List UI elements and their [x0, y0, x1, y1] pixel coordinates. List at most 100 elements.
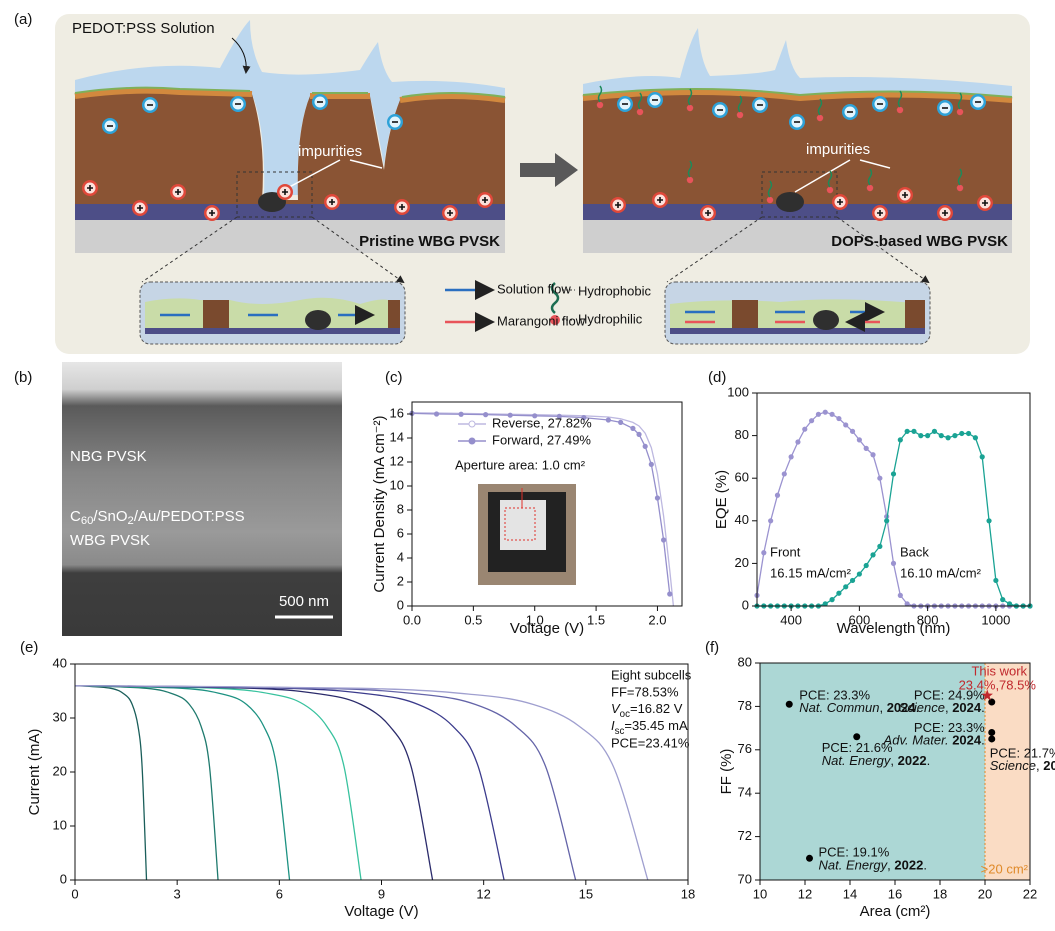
series-jsc: 16.15 mA/cm² [770, 565, 852, 580]
series-line [74, 684, 148, 881]
layer-label: NBG PVSK [70, 448, 147, 465]
point [815, 411, 822, 417]
zoom-line [141, 216, 403, 282]
icon-sign [837, 199, 843, 205]
point-reference: Science, 2022. [990, 758, 1055, 773]
panel-label: (a) [14, 11, 32, 28]
point [918, 433, 924, 439]
y-tick-label: 20 [53, 763, 67, 778]
cation-icon [442, 205, 458, 221]
point-reference-part: , [879, 701, 886, 716]
surfactant-tail [957, 92, 963, 110]
y-tick-label: 80 [738, 654, 752, 669]
icon-sign [942, 210, 948, 216]
panel-label: (f) [705, 639, 719, 656]
region-label: >20 cm² [981, 861, 1029, 876]
point [433, 411, 440, 417]
series-line [74, 684, 434, 881]
point [1000, 597, 1006, 603]
point [988, 735, 996, 743]
series-line [74, 684, 649, 881]
panel-a: (a) PEDOT:PSS Solution impurities impuritie… [14, 11, 1030, 354]
point [993, 577, 999, 584]
point-reference-part: 2022 [898, 753, 927, 768]
point [802, 426, 808, 432]
anion-icon [230, 96, 246, 112]
point [532, 413, 538, 419]
anion-icon [842, 104, 858, 120]
arrow [859, 159, 891, 169]
y-tick-label: 10 [390, 477, 404, 492]
arrow [794, 159, 851, 193]
x-tick-label: 16 [888, 886, 902, 901]
chart: (d) 400 600 800 1000 0 20 40 60 80 100 Wavelength (… [708, 369, 1033, 637]
icon-sign [137, 205, 143, 211]
anion-icon [142, 97, 158, 113]
y-tick-label: 40 [53, 655, 67, 670]
plot-area [74, 684, 649, 881]
point-reference-part: . [927, 753, 931, 768]
point [785, 700, 793, 708]
transition-arrow [520, 153, 578, 187]
cation-icon [897, 187, 913, 203]
annotation-part: I [611, 718, 615, 733]
layer-label-part: /SnO [93, 508, 127, 525]
series-line [74, 684, 219, 881]
point [890, 560, 897, 567]
scale-bar-label: 500 nm [279, 593, 329, 610]
legend-swatch [468, 420, 476, 428]
icon-sign [705, 210, 711, 216]
point-reference-part: Nat. Commun [799, 701, 879, 716]
surfactant-head [896, 106, 904, 114]
x-axis-label: Area (cm²) [860, 903, 931, 920]
point [849, 428, 856, 434]
anion-icon [312, 94, 328, 110]
surfactant-tail [687, 88, 693, 106]
icon-sign [175, 189, 181, 195]
surfactant-tail [767, 180, 773, 198]
point [884, 518, 890, 524]
surfactant-tail [687, 160, 693, 178]
annotation: Voc=16.82 V [611, 701, 683, 719]
layer-label-part: 60 [81, 515, 94, 527]
legend-label: Marangoni flow [497, 313, 586, 328]
point-reference-part: . [981, 700, 985, 715]
solution [75, 20, 505, 195]
point [988, 698, 996, 706]
point [836, 415, 842, 422]
cation-icon [277, 184, 293, 200]
x-tick-label: 12 [476, 886, 490, 901]
point-reference-part: . [981, 733, 985, 748]
x-tick-label: 0.0 [403, 612, 421, 627]
y-axis-label: EQE (%) [713, 470, 730, 529]
hydrophobic-icon [550, 282, 560, 314]
x-tick-label: 400 [780, 612, 802, 627]
point [581, 415, 587, 421]
point [965, 430, 972, 437]
x-tick-label: 1000 [981, 612, 1010, 627]
point [654, 495, 661, 501]
arrow [349, 159, 383, 169]
point-reference: Nat. Commun, 2024. [799, 701, 919, 716]
legend-label: Solution flow [497, 281, 571, 296]
region [760, 663, 985, 880]
legend-swatch [468, 437, 476, 445]
point-label: PCE: 19.1% [819, 845, 890, 860]
cation-icon [977, 195, 993, 211]
annotation-part: =16.82 V [630, 701, 683, 716]
point [648, 461, 654, 467]
chart: >20 cm² PCE: 23.3% Nat. Commun, 2024. PCE: … [705, 639, 1055, 920]
icon-sign [482, 197, 488, 203]
cation-icon [610, 197, 626, 213]
point-reference-part: Adv. Mater. [883, 733, 949, 748]
plot-frame [759, 662, 1031, 881]
chart: (c) 0.0 0.5 1.0 1.5 2.0 0 2 4 6 8 10 12 14 16 Voltage (… [371, 369, 683, 637]
anion-icon [789, 114, 805, 130]
point-label: PCE: 23.3% [914, 720, 985, 735]
anion-icon [712, 102, 728, 118]
anion-icon [102, 118, 118, 134]
structure-title: DOPS-based WBG PVSK [831, 233, 1008, 250]
point [938, 433, 944, 439]
point [843, 584, 849, 590]
y-tick-label: 70 [738, 871, 752, 886]
